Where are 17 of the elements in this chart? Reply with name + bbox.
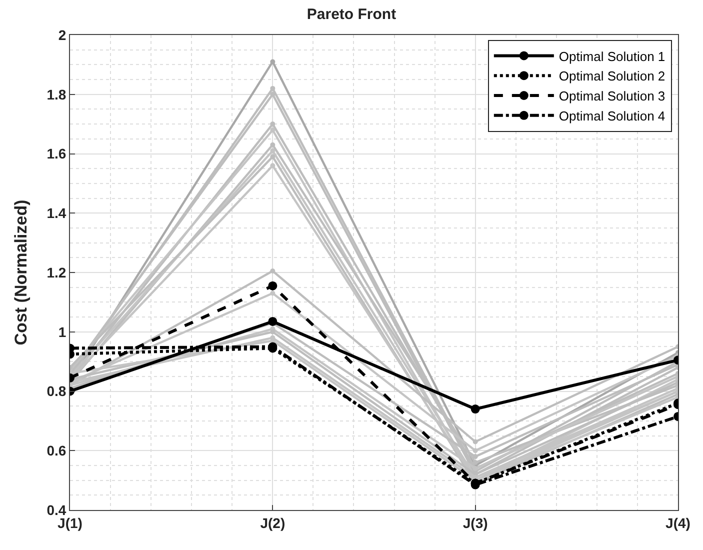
y-tick-label: 1.8 [46, 86, 66, 102]
y-tick-label: 1.2 [46, 264, 66, 280]
x-tick-label: J(3) [462, 514, 488, 531]
legend-label: Optimal Solution 2 [558, 68, 666, 84]
y-tick-label: 0.6 [46, 442, 66, 459]
x-tick-label: J(4) [666, 514, 690, 531]
legend-label: Optimal Solution 1 [558, 48, 666, 64]
legend-label: Optimal Solution 3 [558, 88, 666, 104]
chart-title: Pareto Front [306, 6, 396, 23]
legend-label: Optimal Solution 4 [558, 108, 666, 124]
y-tick-label: 0.8 [46, 383, 66, 400]
y-tick-label: 2 [58, 26, 66, 43]
x-tick-label: J(2) [260, 514, 286, 531]
y-tick-label: 1.6 [46, 146, 66, 162]
y-tick-label: 1.4 [46, 205, 66, 222]
y-tick-label: 1 [58, 324, 66, 340]
y-axis-title: Cost (Normalized) [11, 200, 30, 346]
